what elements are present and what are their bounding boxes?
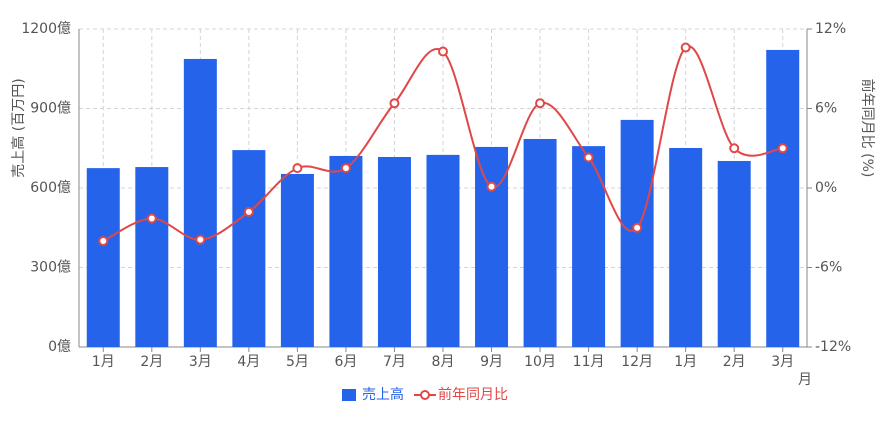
point	[777, 143, 788, 154]
bar	[669, 147, 703, 347]
point	[98, 236, 109, 246]
x-tick-label: 9月	[480, 354, 503, 370]
point	[146, 213, 157, 224]
bar	[183, 58, 217, 347]
x-tick-label: 1月	[674, 354, 697, 370]
bar	[280, 173, 314, 347]
bar	[377, 156, 411, 347]
bar	[523, 138, 557, 347]
y-tick-label: 300億	[30, 260, 71, 276]
bar	[766, 49, 800, 348]
x-tick-label: 3月	[189, 354, 212, 370]
x-axis-label: 月	[798, 372, 812, 388]
point	[438, 46, 448, 57]
point	[195, 234, 206, 245]
legend-label: 前年同月比	[438, 386, 508, 403]
bar	[86, 168, 120, 347]
point	[243, 206, 254, 217]
point	[729, 143, 740, 154]
point	[583, 152, 594, 163]
x-tick-label: 6月	[334, 354, 357, 370]
point	[632, 222, 643, 233]
point	[535, 98, 546, 109]
line	[102, 45, 783, 242]
y2-tick-label: 0%	[815, 180, 837, 196]
bar	[620, 119, 654, 348]
bar	[232, 150, 266, 347]
y-tick-label: 600億	[30, 180, 71, 196]
x-tick-label: 2月	[140, 354, 163, 370]
point	[389, 98, 400, 109]
x-tick-label: 7月	[383, 354, 406, 370]
bar	[572, 146, 606, 347]
y-tick-label: 0億	[48, 339, 71, 355]
y2-axis-label: 前年同月比 (%)	[859, 79, 876, 178]
x-tick-label: 3月	[771, 354, 794, 370]
y2-tick-label: -12%	[815, 339, 851, 355]
bar	[475, 146, 509, 347]
point	[340, 163, 351, 174]
x-tick-label: 10月	[524, 354, 556, 370]
legend-swatch	[420, 390, 430, 400]
point	[680, 42, 691, 53]
y2-tick-label: 12%	[815, 21, 846, 37]
x-tick-label: 11月	[573, 354, 605, 370]
x-tick-label: 2月	[723, 354, 746, 370]
legend-swatch	[342, 389, 356, 401]
legend-label: 売上高	[362, 386, 404, 403]
bar	[135, 167, 169, 347]
y-axis-label: 売上高 (百万円)	[10, 78, 27, 177]
point	[486, 181, 497, 192]
bar	[717, 160, 751, 347]
x-tick-label: 1月	[92, 354, 115, 370]
y-tick-label: 900億	[30, 101, 71, 117]
x-tick-label: 8月	[432, 354, 455, 370]
y2-tick-label: 6%	[815, 101, 837, 117]
point	[292, 163, 303, 174]
y2-tick-label: -6%	[815, 260, 842, 276]
x-tick-label: 5月	[286, 354, 309, 370]
y-tick-label: 1200億	[21, 21, 71, 37]
bar	[329, 155, 363, 347]
bar	[426, 154, 460, 347]
x-tick-label: 12月	[621, 354, 653, 370]
x-tick-label: 4月	[237, 354, 260, 370]
